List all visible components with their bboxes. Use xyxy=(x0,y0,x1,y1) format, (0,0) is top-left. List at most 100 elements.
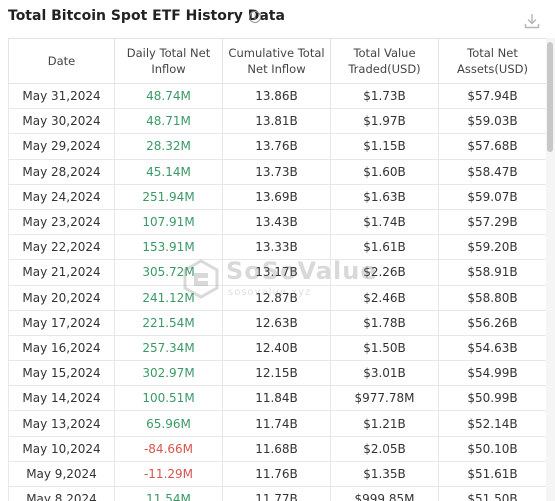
cell-value-traded: $1.74B xyxy=(330,209,439,236)
table-row: May 30,2024 48.71M 13.81B $1.97B $59.03B xyxy=(8,108,546,135)
column-header-net-assets[interactable]: Total Net Assets(USD) xyxy=(438,38,546,84)
cell-net-assets: $50.10B xyxy=(438,436,546,462)
cell-value-traded: $999.85M xyxy=(330,486,439,501)
scrollbar-thumb[interactable] xyxy=(547,42,553,152)
column-header-date[interactable]: Date xyxy=(8,38,115,84)
cell-cumulative-inflow: 12.87B xyxy=(222,285,331,311)
table-row: May 9,2024 -11.29M 11.76B $1.35B $51.61B xyxy=(8,461,546,488)
table-row: May 10,2024 -84.66M 11.68B $2.05B $50.10B xyxy=(8,436,546,462)
cell-value-traded: $1.63B xyxy=(330,184,439,210)
cell-cumulative-inflow: 11.74B xyxy=(222,410,331,437)
cell-daily-inflow: 107.91M xyxy=(114,209,223,236)
cell-cumulative-inflow: 12.40B xyxy=(222,335,331,362)
table-row: May 24,2024 251.94M 13.69B $1.63B $59.07B xyxy=(8,184,546,210)
cell-date: May 22,2024 xyxy=(8,234,115,261)
cell-value-traded: $1.60B xyxy=(330,159,439,185)
cell-cumulative-inflow: 13.76B xyxy=(222,133,331,160)
cell-net-assets: $54.63B xyxy=(438,335,546,362)
cell-date: May 9,2024 xyxy=(8,461,115,488)
cell-net-assets: $54.99B xyxy=(438,360,546,387)
cell-date: May 8,2024 xyxy=(8,486,115,501)
cell-date: May 28,2024 xyxy=(8,159,115,185)
title-bar: Total Bitcoin Spot ETF History Data i xyxy=(0,0,555,38)
etf-history-table: Date Daily Total Net Inflow Cumulative T… xyxy=(8,38,546,501)
cell-value-traded: $3.01B xyxy=(330,360,439,387)
cell-date: May 23,2024 xyxy=(8,209,115,236)
cell-daily-inflow: 257.34M xyxy=(114,335,223,362)
cell-daily-inflow: 305.72M xyxy=(114,259,223,286)
table-row: May 13,2024 65.96M 11.74B $1.21B $52.14B xyxy=(8,410,546,437)
table-row: May 17,2024 221.54M 12.63B $1.78B $56.26B xyxy=(8,310,546,336)
cell-daily-inflow: -84.66M xyxy=(114,436,223,462)
cell-net-assets: $50.99B xyxy=(438,385,546,412)
cell-date: May 17,2024 xyxy=(8,310,115,336)
cell-net-assets: $51.61B xyxy=(438,461,546,488)
table-row: May 16,2024 257.34M 12.40B $1.50B $54.63B xyxy=(8,335,546,362)
cell-daily-inflow: 45.14M xyxy=(114,159,223,185)
cell-daily-inflow: 241.12M xyxy=(114,285,223,311)
table-row: May 29,2024 28.32M 13.76B $1.15B $57.68B xyxy=(8,133,546,160)
cell-date: May 15,2024 xyxy=(8,360,115,387)
cell-daily-inflow: 221.54M xyxy=(114,310,223,336)
cell-cumulative-inflow: 13.73B xyxy=(222,159,331,185)
cell-date: May 21,2024 xyxy=(8,259,115,286)
column-header-daily-inflow[interactable]: Daily Total Net Inflow xyxy=(114,38,223,84)
cell-net-assets: $58.80B xyxy=(438,285,546,311)
table-row: May 20,2024 241.12M 12.87B $2.46B $58.80B xyxy=(8,285,546,311)
cell-date: May 30,2024 xyxy=(8,108,115,135)
table-row: May 8,2024 11.54M 11.77B $999.85M $51.50B xyxy=(8,486,546,501)
cell-cumulative-inflow: 11.77B xyxy=(222,486,331,501)
cell-net-assets: $59.20B xyxy=(438,234,546,261)
cell-net-assets: $52.14B xyxy=(438,410,546,437)
table-row: May 14,2024 100.51M 11.84B $977.78M $50.99B xyxy=(8,385,546,412)
cell-date: May 13,2024 xyxy=(8,410,115,437)
cell-cumulative-inflow: 13.17B xyxy=(222,259,331,286)
cell-date: May 16,2024 xyxy=(8,335,115,362)
cell-cumulative-inflow: 12.15B xyxy=(222,360,331,387)
cell-value-traded: $1.73B xyxy=(330,83,439,110)
cell-net-assets: $59.07B xyxy=(438,184,546,210)
cell-net-assets: $58.47B xyxy=(438,159,546,185)
cell-daily-inflow: 65.96M xyxy=(114,410,223,437)
cell-net-assets: $51.50B xyxy=(438,486,546,501)
cell-value-traded: $2.05B xyxy=(330,436,439,462)
cell-daily-inflow: 48.74M xyxy=(114,83,223,110)
cell-net-assets: $56.26B xyxy=(438,310,546,336)
cell-daily-inflow: -11.29M xyxy=(114,461,223,488)
table-scrollbar[interactable] xyxy=(546,38,555,501)
cell-daily-inflow: 28.32M xyxy=(114,133,223,160)
column-header-cumulative-inflow[interactable]: Cumulative Total Net Inflow xyxy=(222,38,331,84)
cell-cumulative-inflow: 12.63B xyxy=(222,310,331,336)
download-icon[interactable] xyxy=(523,12,541,30)
table-row: May 31,2024 48.74M 13.86B $1.73B $57.94B xyxy=(8,83,546,110)
cell-daily-inflow: 302.97M xyxy=(114,360,223,387)
cell-value-traded: $1.61B xyxy=(330,234,439,261)
cell-date: May 24,2024 xyxy=(8,184,115,210)
cell-daily-inflow: 11.54M xyxy=(114,486,223,501)
cell-value-traded: $1.15B xyxy=(330,133,439,160)
cell-cumulative-inflow: 13.86B xyxy=(222,83,331,110)
table-row: May 23,2024 107.91M 13.43B $1.74B $57.29B xyxy=(8,209,546,236)
cell-cumulative-inflow: 11.68B xyxy=(222,436,331,462)
cell-cumulative-inflow: 11.84B xyxy=(222,385,331,412)
cell-date: May 31,2024 xyxy=(8,83,115,110)
cell-daily-inflow: 251.94M xyxy=(114,184,223,210)
cell-value-traded: $1.97B xyxy=(330,108,439,135)
cell-net-assets: $57.29B xyxy=(438,209,546,236)
cell-net-assets: $57.94B xyxy=(438,83,546,110)
cell-net-assets: $58.91B xyxy=(438,259,546,286)
table-row: May 15,2024 302.97M 12.15B $3.01B $54.99B xyxy=(8,360,546,387)
cell-cumulative-inflow: 13.33B xyxy=(222,234,331,261)
table-row: May 21,2024 305.72M 13.17B $2.26B $58.91B xyxy=(8,259,546,286)
cell-cumulative-inflow: 13.69B xyxy=(222,184,331,210)
cell-date: May 20,2024 xyxy=(8,285,115,311)
column-header-value-traded[interactable]: Total Value Traded(USD) xyxy=(330,38,439,84)
table-row: May 28,2024 45.14M 13.73B $1.60B $58.47B xyxy=(8,159,546,185)
cell-value-traded: $1.78B xyxy=(330,310,439,336)
cell-daily-inflow: 48.71M xyxy=(114,108,223,135)
info-icon[interactable]: i xyxy=(249,11,261,23)
table-row: May 22,2024 153.91M 13.33B $1.61B $59.20B xyxy=(8,234,546,261)
cell-date: May 10,2024 xyxy=(8,436,115,462)
cell-cumulative-inflow: 13.81B xyxy=(222,108,331,135)
cell-value-traded: $2.46B xyxy=(330,285,439,311)
